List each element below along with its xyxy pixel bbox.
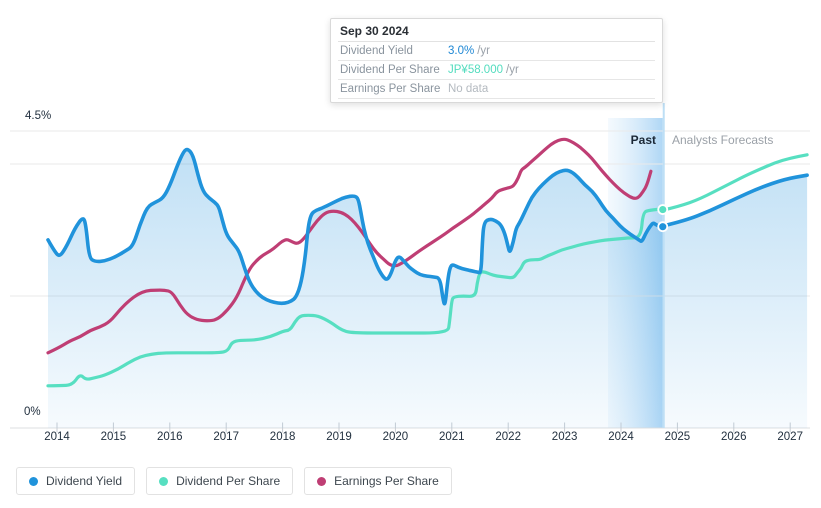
x-axis-label: 2026 bbox=[721, 431, 747, 443]
series-line-dividend-yield bbox=[46, 147, 665, 306]
tooltip-row-earnings-per-share: Earnings Per Share No data bbox=[338, 80, 655, 99]
tooltip-row-dividend-per-share: Dividend Per Share JP¥58.000 /yr bbox=[338, 61, 655, 80]
marker-dividend-yield[interactable] bbox=[657, 221, 669, 233]
series-line-earnings-per-share bbox=[46, 137, 653, 355]
x-axis-label: 2023 bbox=[551, 431, 578, 443]
dividend-per-share-swatch-icon bbox=[159, 476, 169, 486]
marker-dividend-per-share[interactable] bbox=[657, 204, 669, 215]
tooltip-value: No data bbox=[448, 83, 489, 95]
forecast-region-label: Analysts Forecasts bbox=[672, 133, 774, 147]
x-axis-label: 2019 bbox=[326, 431, 352, 443]
past-region-label: Past bbox=[630, 133, 656, 147]
tooltip-date-title: Sep 30 2024 bbox=[338, 19, 655, 42]
legend-item-dividend-per-share[interactable]: Dividend Per Share bbox=[146, 467, 294, 495]
y-axis-max-label: 4.5% bbox=[25, 110, 52, 122]
series-line-dividend-yield-forecast bbox=[660, 173, 809, 228]
area-fill-forecast bbox=[662, 175, 808, 428]
tooltip-label: Dividend Per Share bbox=[340, 64, 440, 76]
legend-label: Dividend Yield bbox=[46, 474, 123, 488]
area-fill-past bbox=[48, 149, 663, 429]
x-axis-label: 2020 bbox=[382, 431, 409, 443]
series-line-dividend-per-share-forecast bbox=[661, 153, 809, 212]
dividend-yield-swatch-icon bbox=[29, 476, 38, 486]
x-axis-label: 2017 bbox=[213, 431, 239, 443]
y-axis-min-label: 0% bbox=[24, 406, 41, 418]
tooltip-value: 3.0% bbox=[448, 45, 475, 57]
x-axis-label: 2018 bbox=[269, 431, 296, 443]
tooltip-value: JP¥58.000 bbox=[448, 64, 503, 76]
series-line-dividend-per-share bbox=[46, 207, 665, 388]
tooltip-label: Dividend Yield bbox=[340, 45, 413, 57]
legend-item-dividend-yield[interactable]: Dividend Yield bbox=[16, 467, 136, 495]
chart-tooltip: Sep 30 2024 Dividend Yield 3.0% /yr Divi… bbox=[330, 18, 663, 103]
earnings-per-share-swatch-icon bbox=[317, 476, 327, 486]
x-axis-label: 2015 bbox=[100, 431, 127, 443]
chart-legend: Dividend Yield Dividend Per Share Earnin… bbox=[16, 467, 452, 495]
x-axis-label: 2027 bbox=[777, 431, 803, 443]
tooltip-label: Earnings Per Share bbox=[340, 83, 441, 95]
x-axis-label: 2024 bbox=[608, 431, 634, 443]
legend-label: Earnings Per Share bbox=[334, 474, 439, 488]
tooltip-unit: /yr bbox=[506, 64, 519, 76]
legend-item-earnings-per-share[interactable]: Earnings Per Share bbox=[304, 467, 452, 495]
x-axis-label: 2014 bbox=[44, 431, 70, 443]
x-axis-label: 2025 bbox=[664, 431, 691, 443]
tooltip-row-dividend-yield: Dividend Yield 3.0% /yr bbox=[338, 42, 655, 61]
x-axis-label: 2016 bbox=[157, 431, 183, 443]
x-axis-label: 2022 bbox=[495, 431, 521, 443]
x-axis-label: 2021 bbox=[439, 431, 465, 443]
tooltip-unit: /yr bbox=[477, 45, 490, 57]
legend-label: Dividend Per Share bbox=[176, 474, 281, 488]
